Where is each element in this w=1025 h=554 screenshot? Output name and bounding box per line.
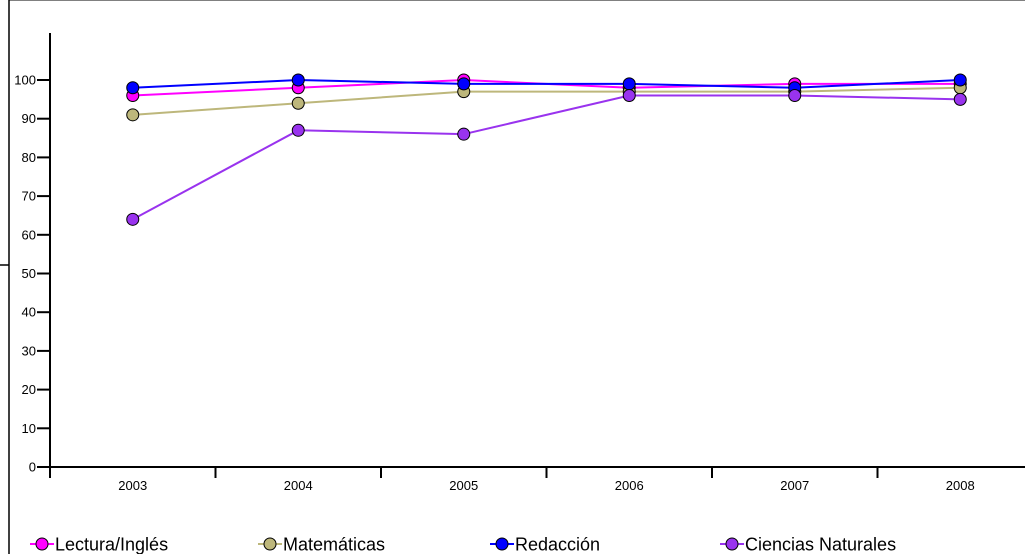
x-tick-label: 2006	[615, 478, 644, 493]
legend-marker	[725, 537, 739, 551]
y-tick-label: 60	[22, 227, 36, 242]
data-point	[622, 88, 636, 102]
y-tick-label: 100	[14, 73, 36, 88]
data-point	[291, 73, 305, 87]
series-layer	[126, 73, 967, 226]
y-tick-label: 70	[22, 189, 36, 204]
data-point	[126, 81, 140, 95]
data-point	[457, 127, 471, 141]
x-tick-label: 2004	[284, 478, 313, 493]
data-point	[291, 123, 305, 137]
legend-label: Redacción	[515, 535, 600, 554]
series-line	[132, 94, 961, 221]
series-Ciencias Naturales	[126, 88, 967, 226]
data-point	[622, 77, 636, 91]
data-point	[126, 108, 140, 122]
legend-label: Ciencias Naturales	[745, 535, 896, 554]
legend-marker	[495, 537, 509, 551]
y-tick-label: 90	[22, 111, 36, 126]
y-tick-label: 0	[29, 460, 36, 475]
y-tick-label: 10	[22, 421, 36, 436]
data-point	[788, 88, 802, 102]
x-tick-label: 2007	[780, 478, 809, 493]
legend-marker	[35, 537, 49, 551]
legend-item: Ciencias Naturales	[720, 535, 896, 554]
data-point	[126, 212, 140, 226]
series-line	[132, 86, 961, 116]
legend-label: Lectura/Inglés	[55, 535, 168, 554]
data-point	[953, 92, 967, 106]
data-point	[457, 77, 471, 91]
y-tick-label: 50	[22, 266, 36, 281]
y-tick-label: 40	[22, 305, 36, 320]
x-tick-label: 2005	[449, 478, 478, 493]
y-tick-label: 20	[22, 382, 36, 397]
data-point	[291, 96, 305, 110]
series-line	[132, 78, 961, 89]
data-point	[953, 73, 967, 87]
y-tick-label: 30	[22, 343, 36, 358]
series-Redacción	[126, 73, 967, 95]
legend-label: Matemáticas	[283, 535, 385, 554]
legend: Lectura/Inglés Matemáticas Redacción Cienci…	[30, 535, 896, 554]
y-tick-label: 80	[22, 150, 36, 165]
x-tick-label: 2008	[946, 478, 975, 493]
axes: 0 10 20 30 40 50 60 70 80 90 100 2003 2004 2005 2006 20…	[14, 33, 1025, 493]
legend-item: Matemáticas	[258, 535, 385, 554]
legend-item: Redacción	[490, 535, 600, 554]
legend-item: Lectura/Inglés	[30, 535, 168, 554]
legend-marker	[263, 537, 277, 551]
x-tick-label: 2003	[118, 478, 147, 493]
